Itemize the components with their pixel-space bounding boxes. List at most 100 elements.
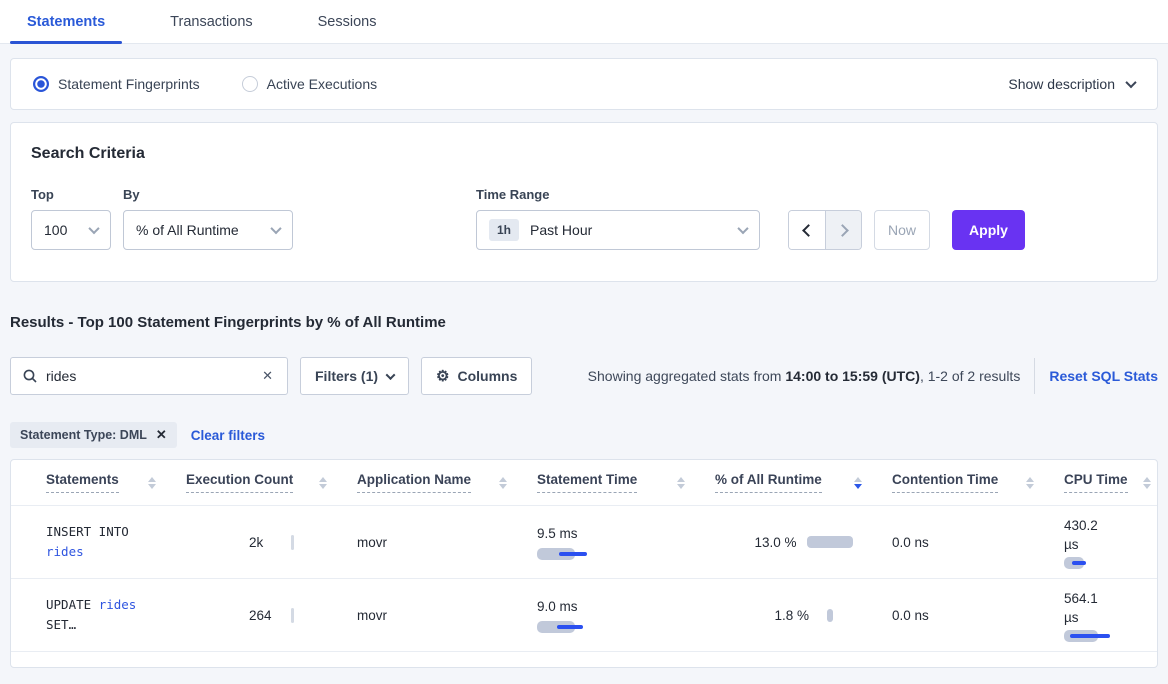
tab-bar: Statements Transactions Sessions [0,0,1168,44]
sort-icon[interactable] [1026,476,1034,489]
cpu-time-value: 564.1 µs [1064,590,1098,625]
sql-text: INSERT INTO [46,524,129,539]
runtime-pct-cell: 1.8 % [715,606,892,625]
sort-icon[interactable] [1143,476,1151,489]
column-label[interactable]: CPU Time [1064,472,1128,493]
apply-button[interactable]: Apply [952,210,1025,250]
application-name-value: movr [357,534,387,550]
clear-filters-link[interactable]: Clear filters [190,427,266,443]
sort-icon[interactable] [148,476,156,489]
runtime-pct-bar [806,536,853,548]
time-range-label: Time Range [476,187,550,202]
column-header-statements: Statements [46,472,186,493]
filter-chip-statement-type[interactable]: Statement Type: DML ✕ [10,422,177,448]
filters-button[interactable]: Filters (1) [300,357,410,395]
application-name-cell: movr [357,608,537,623]
column-label[interactable]: Statements [46,472,119,493]
show-description-toggle[interactable]: Show description [1008,76,1137,92]
statement-time-cell: 9.0 ms [537,598,715,633]
search-box[interactable]: ✕ [10,357,288,395]
arrow-right-icon [835,223,849,237]
time-range-select[interactable]: 1h Past Hour [476,210,760,250]
chevron-down-icon [88,222,100,235]
now-button[interactable]: Now [874,210,930,250]
application-name-value: movr [357,607,387,623]
filter-chip-label: Statement Type: DML [20,428,147,442]
cpu-time-cell: 430.2 µs [1064,516,1157,569]
column-header-application-name: Application Name [357,472,537,493]
status-prefix: Showing aggregated stats from [587,368,786,384]
column-label[interactable]: Statement Time [537,472,638,493]
statement-time-bar [537,620,583,633]
execution-count-bar [291,607,294,623]
tab-statements[interactable]: Statements [9,2,123,44]
runtime-pct-bar [826,608,833,622]
status-time-range: 14:00 to 15:59 (UTC) [785,368,920,384]
sort-icon[interactable] [319,476,327,489]
contention-time-value: 0.0 ns [892,607,929,623]
by-field: By % of All Runtime [123,187,293,250]
execution-count-bar [291,534,294,550]
execution-count-cell: 2k [186,534,357,550]
runtime-pct-value: 13.0 % [754,534,797,550]
by-select[interactable]: % of All Runtime [123,210,293,250]
execution-count-value: 264 [249,607,272,623]
statement-fingerprint-cell: INSERT INTO rides [46,522,186,562]
table-header-row: Statements Execution Count Application N… [11,460,1157,506]
cpu-time-bar [1064,556,1086,569]
column-label[interactable]: % of All Runtime [715,472,822,493]
contention-time-value: 0.0 ns [892,534,929,550]
show-description-label: Show description [1008,76,1115,92]
column-label[interactable]: Application Name [357,472,472,493]
cpu-time-marker [1070,633,1110,638]
cpu-time-marker [1072,560,1086,565]
statement-link[interactable]: rides [98,597,137,612]
time-range-value: Past Hour [530,222,593,238]
statement-time-value: 9.0 ms [537,598,578,614]
sort-icon[interactable] [677,476,685,489]
clear-search-icon[interactable]: ✕ [262,368,273,383]
time-window-arrows [788,210,862,250]
next-time-window-button[interactable] [825,211,861,249]
remove-filter-icon[interactable]: ✕ [155,427,167,442]
search-icon [23,369,37,383]
search-criteria-title: Search Criteria [31,145,145,162]
statement-time-marker [557,624,583,629]
gear-icon: ⚙ [436,368,450,385]
statements-table: Statements Execution Count Application N… [10,459,1158,668]
top-select[interactable]: 100 [31,210,111,250]
tab-sessions[interactable]: Sessions [317,14,377,30]
statement-fingerprint-cell: UPDATE rides SET… [46,595,186,635]
column-label[interactable]: Contention Time [892,472,999,493]
radio-label: Statement Fingerprints [58,76,200,92]
execution-count-cell: 264 [186,607,357,623]
column-label[interactable]: Execution Count [186,472,294,493]
sort-icon[interactable] [854,476,862,489]
previous-time-window-button[interactable] [789,211,825,249]
radio-unselected-icon [241,76,258,92]
top-field: Top 100 [31,187,111,250]
tab-transactions[interactable]: Transactions [170,14,253,30]
active-filters-row: Statement Type: DML ✕ Clear filters [10,422,1158,448]
sort-icon[interactable] [499,476,507,489]
statement-link[interactable]: rides [46,544,84,559]
arrow-left-icon [802,223,815,237]
statement-time-marker [559,551,587,556]
by-label: By [123,187,140,202]
radio-statement-fingerprints[interactable]: Statement Fingerprints [33,76,200,92]
radio-active-executions[interactable]: Active Executions [241,76,377,92]
chevron-down-icon [1125,76,1137,89]
search-input[interactable] [46,368,261,384]
radio-selected-icon [33,76,49,92]
results-status: Showing aggregated stats from 14:00 to 1… [588,368,1021,384]
column-header-execution-count: Execution Count [186,472,357,493]
reset-sql-stats-link[interactable]: Reset SQL Stats [1049,368,1158,384]
top-label: Top [31,187,54,202]
application-name-cell: movr [357,535,537,550]
chevron-down-icon [270,222,282,235]
runtime-pct-value: 1.8 % [774,607,810,623]
columns-button[interactable]: ⚙ Columns [421,357,533,395]
contention-time-cell: 0.0 ns [892,608,1064,623]
sql-text: UPDATE [46,597,99,612]
runtime-pct-cell: 13.0 % [715,533,892,552]
